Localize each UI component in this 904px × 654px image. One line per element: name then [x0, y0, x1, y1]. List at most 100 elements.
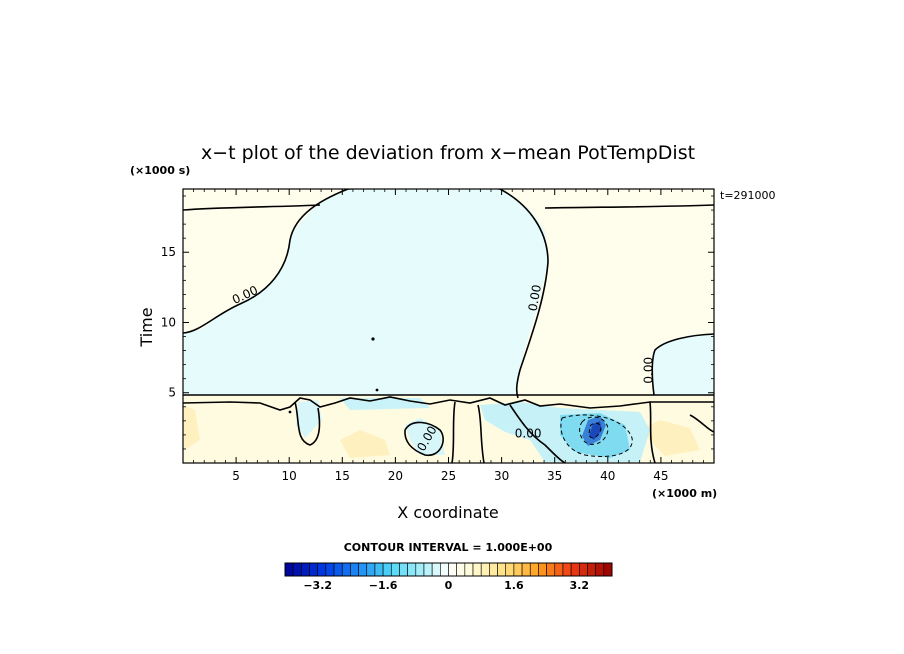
y-unit-label: (×1000 s): [130, 164, 190, 177]
x-unit-label: (×1000 m): [652, 487, 717, 500]
contour-label: 0.00: [515, 427, 542, 441]
colorbar-cell: [325, 562, 335, 577]
contour-negative-1: [560, 414, 633, 457]
x-tick-label: 45: [653, 469, 668, 483]
colorbar-cell: [578, 562, 588, 577]
colorbar-cell: [390, 562, 400, 577]
colorbar-cell: [301, 562, 310, 577]
colorbar-cell: [489, 562, 498, 577]
contour-label: 0.00: [526, 284, 544, 313]
contour-zero-upper: [183, 189, 349, 334]
x-tick-label: 35: [547, 469, 562, 483]
colorbar: −3.2 −1.6 0 1.6 3.2: [284, 562, 613, 592]
contour-zero-right: [499, 189, 549, 399]
contour-far-right-loop: [689, 414, 714, 433]
contour-right-pocket: [651, 333, 714, 396]
y-tick-label: 10: [161, 315, 176, 329]
colorbar-tick-label: 3.2: [570, 579, 590, 592]
y-axis: 5 10 15: [161, 195, 714, 450]
y-tick-label: 15: [161, 245, 176, 259]
contour-interval-text: CONTOUR INTERVAL = 1.000E+00: [344, 541, 553, 554]
contour-wavy-front: [183, 396, 714, 411]
region-cyan-patch-1: [296, 400, 322, 438]
colorbar-tick-label: −3.2: [303, 579, 332, 592]
x-tick-label: 30: [494, 469, 509, 483]
colorbar-cell: [399, 562, 408, 577]
x-tick-label: 40: [600, 469, 615, 483]
colorbar-cell: [554, 562, 564, 577]
colorbar-frame: [284, 562, 613, 577]
region-yellow-patch-mid: [340, 430, 390, 458]
colorbar-cell: [538, 562, 547, 577]
colorbar-tick-label: 0: [445, 579, 453, 592]
x-axis: 5 10 15 20 25 30 35 40 45: [193, 189, 704, 483]
region-yellow-patch-left: [183, 405, 200, 450]
colorbar-cell: [456, 562, 466, 577]
region-negative-deep: [589, 421, 602, 440]
colorbar-tick-label: 1.6: [504, 579, 524, 592]
colorbar-cell: [595, 562, 605, 577]
colorbar-cell: [423, 562, 433, 577]
colorbar-cell: [529, 562, 539, 577]
colorbar-cell: [505, 562, 515, 577]
contour-right-wall: [649, 401, 656, 463]
colorbar-cell: [480, 562, 490, 577]
contour-dot-1: [371, 337, 375, 341]
colorbar-cell: [587, 562, 596, 577]
contour-dot-2: [375, 388, 379, 392]
colorbar-cell: [292, 562, 302, 577]
colorbar-cell: [407, 562, 417, 577]
colorbar-cell: [562, 562, 572, 577]
colorbar-cell: [440, 562, 449, 577]
colorbar-cell: [358, 562, 368, 577]
colorbar-cell: [448, 562, 457, 577]
colorbar-cell: [366, 562, 376, 577]
region-right-pocket: [652, 334, 714, 395]
colorbar-cell: [350, 562, 359, 577]
x-tick-label: 20: [388, 469, 403, 483]
x-tick-label: 5: [232, 469, 240, 483]
colorbar-cell: [415, 562, 425, 577]
x-tick-label: 25: [441, 469, 456, 483]
x-tick-label: 10: [282, 469, 297, 483]
colorbar-cell: [497, 562, 507, 577]
contour-negative-2: [579, 416, 609, 445]
colorbar-cell: [284, 562, 294, 577]
contour-top-left: [183, 204, 321, 211]
colorbar-cell: [382, 562, 392, 577]
colorbar-cell: [472, 562, 482, 577]
colorbar-cell: [431, 562, 441, 577]
contour-top-right: [544, 204, 714, 209]
region-cyan-strip: [340, 398, 430, 410]
contour-pillar-mid: [477, 404, 485, 463]
colorbar-cell: [464, 562, 474, 577]
x-tick-label: 15: [335, 469, 350, 483]
contour-left-loop: [294, 401, 321, 446]
region-yellow-patch-right: [640, 420, 700, 456]
colorbar-cell: [546, 562, 556, 577]
y-tick-label: 5: [168, 386, 176, 400]
x-axis-label: X coordinate: [397, 503, 498, 522]
colorbar-cell: [513, 562, 523, 577]
time-stamp: t=291000: [720, 189, 776, 202]
colorbar-cell: [603, 562, 613, 577]
contour-pillar-left: [451, 401, 456, 463]
region-upper-central: [183, 189, 548, 395]
plot-area: 0.00 0.000.000.000.00: [183, 189, 714, 463]
colorbar-cell: [570, 562, 580, 577]
contour-dot-3: [288, 410, 292, 414]
colorbar-cell: [333, 562, 343, 577]
contour-label: 0.00: [641, 357, 655, 384]
colorbar-cell: [317, 562, 327, 577]
colorbar-cell: [341, 562, 351, 577]
chart-title: x−t plot of the deviation from x−mean Po…: [201, 142, 695, 164]
contour-negative-3: [588, 422, 602, 439]
colorbar-cell: [309, 562, 318, 577]
contour-lobe-outline: [509, 404, 566, 463]
colorbar-cell: [374, 562, 384, 577]
contour-mid-loop: [404, 421, 444, 456]
y-axis-label: Time: [137, 307, 156, 347]
colorbar-cell: [521, 562, 531, 577]
colorbar-tick-label: −1.6: [369, 579, 398, 592]
